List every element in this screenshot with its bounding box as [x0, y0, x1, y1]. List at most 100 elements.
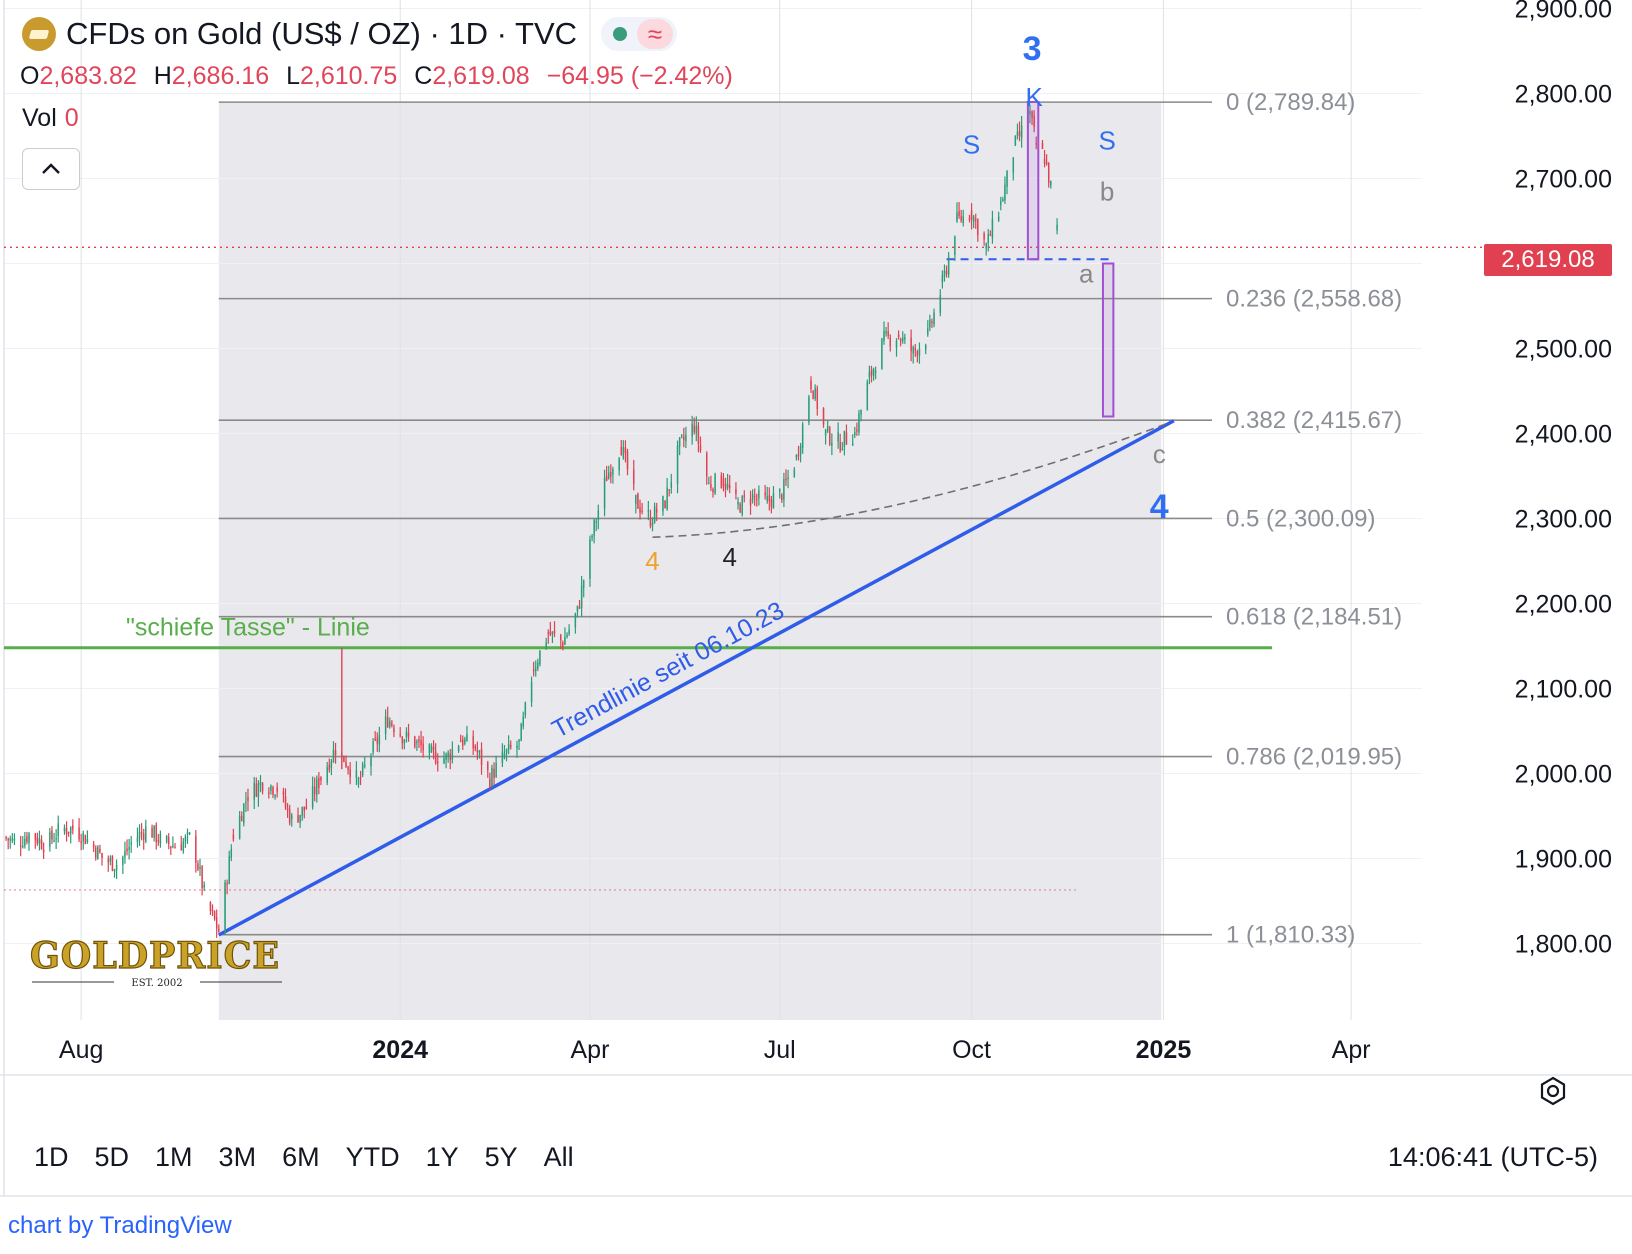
candle-body: [956, 212, 958, 222]
range-5d-button[interactable]: 5D: [94, 1142, 130, 1172]
candle-body: [142, 833, 145, 840]
candle-body: [451, 749, 454, 760]
candle-body: [655, 508, 658, 513]
candle-body: [213, 911, 216, 920]
x-tick-label: Apr: [1332, 1036, 1371, 1064]
candle-body: [19, 845, 22, 847]
candle-body: [793, 469, 796, 477]
candle-body: [136, 837, 139, 842]
fib-level-label: 0.618 (2,184.51): [1226, 604, 1402, 631]
candle-body: [605, 475, 608, 482]
candle-body: [361, 764, 364, 776]
candle-body: [84, 835, 87, 845]
candle-body: [712, 488, 714, 493]
candle-body: [447, 752, 449, 757]
close-value: 2,619.08: [432, 62, 530, 90]
candle-body: [272, 787, 274, 795]
x-axis[interactable]: Aug 2024 Apr Jul Oct 2025 Apr: [59, 1036, 1371, 1064]
candle-body: [186, 832, 189, 835]
trendline: [217, 419, 1175, 937]
candle-body: [503, 753, 506, 757]
x-tick-label: 2024: [372, 1036, 428, 1064]
candle-body: [174, 847, 176, 849]
candle-body: [343, 755, 345, 763]
vol-label: Vol: [22, 104, 57, 132]
chart-settings-icon[interactable]: [1536, 1074, 1570, 1108]
candle-body: [710, 484, 712, 489]
candle-body: [637, 493, 639, 509]
candle-body: [65, 828, 68, 835]
candle-body: [140, 832, 143, 834]
candle-body: [297, 815, 299, 823]
y-tick-label: 2,500.00: [1515, 336, 1612, 364]
range-1y-button[interactable]: 1Y: [425, 1142, 459, 1172]
candle-body: [534, 667, 537, 672]
candle-body: [466, 734, 468, 742]
candle-body: [1033, 115, 1035, 127]
candle-body: [539, 650, 541, 665]
symbol-title[interactable]: CFDs on Gold (US$ / OZ) · 1D · TVC: [66, 16, 578, 51]
candle-body: [501, 751, 504, 763]
candle-body: [276, 787, 278, 793]
range-1d-button[interactable]: 1D: [34, 1142, 69, 1172]
candle-body: [255, 783, 258, 797]
candle-body: [622, 446, 625, 458]
candle-body: [1043, 158, 1046, 164]
candle-body: [230, 849, 233, 859]
credit-brand[interactable]: TradingView: [99, 1212, 232, 1239]
timezone-clock[interactable]: 14:06:41 (UTC-5): [1387, 1142, 1598, 1172]
candle-body: [691, 423, 693, 437]
range-1m-button[interactable]: 1M: [155, 1142, 193, 1172]
candle-body: [683, 436, 685, 440]
candle-body: [72, 825, 74, 830]
candle-body: [795, 455, 798, 458]
candle-body: [987, 234, 990, 244]
candle-body: [99, 848, 101, 853]
range-all-button[interactable]: All: [543, 1142, 574, 1172]
candle-body: [947, 256, 950, 275]
credit-prefix: chart by: [8, 1212, 100, 1239]
candle-body: [874, 370, 877, 373]
candle-body: [960, 215, 962, 221]
gold-logo-icon: [22, 17, 56, 51]
tradingview-credit[interactable]: chart by TradingView: [8, 1212, 232, 1240]
range-5y-button[interactable]: 5Y: [484, 1142, 518, 1172]
candle-body: [705, 452, 708, 477]
fib-retracement-layer: 0 (2,789.84) 0.236 (2,558.68) 0.382 (2,415…: [218, 89, 1402, 949]
range-3m-button[interactable]: 3M: [218, 1142, 257, 1172]
candle-body: [676, 445, 679, 485]
fib-level-label: 0.786 (2,019.95): [1226, 744, 1402, 771]
candle-body: [647, 510, 650, 512]
candle-body: [574, 613, 577, 628]
collapse-legend-button[interactable]: [22, 148, 80, 190]
candle-body: [756, 498, 758, 500]
y-tick-label: 2,400.00: [1515, 421, 1612, 449]
candle-body: [101, 852, 103, 858]
candle-body: [991, 219, 994, 239]
wave-label-gray: c: [1153, 439, 1166, 469]
candle-body: [232, 834, 235, 840]
candle-body: [778, 488, 781, 493]
candle-body: [770, 499, 773, 507]
y-tick-label: 1,900.00: [1515, 846, 1612, 874]
candle-body: [885, 331, 887, 334]
wave-icon[interactable]: ≈: [637, 19, 674, 49]
candle-body: [766, 495, 768, 502]
candle-body: [607, 472, 610, 479]
candle-body: [927, 328, 929, 335]
candle-body: [201, 866, 203, 889]
candle-body: [783, 479, 785, 500]
candle-body: [138, 831, 141, 839]
candle-body: [159, 834, 162, 844]
candle-body: [430, 745, 433, 753]
candle-body: [970, 210, 973, 220]
range-6m-button[interactable]: 6M: [282, 1142, 320, 1172]
candle-body: [708, 482, 710, 485]
candle-body: [347, 766, 349, 770]
candle-body: [284, 796, 287, 808]
y-axis[interactable]: 1,800.00 1,900.00 2,000.00 2,100.00 2,200.00…: [1515, 0, 1612, 959]
status-pill[interactable]: ≈: [601, 17, 678, 51]
candle-body: [860, 410, 862, 415]
range-ytd-button[interactable]: YTD: [345, 1142, 400, 1172]
